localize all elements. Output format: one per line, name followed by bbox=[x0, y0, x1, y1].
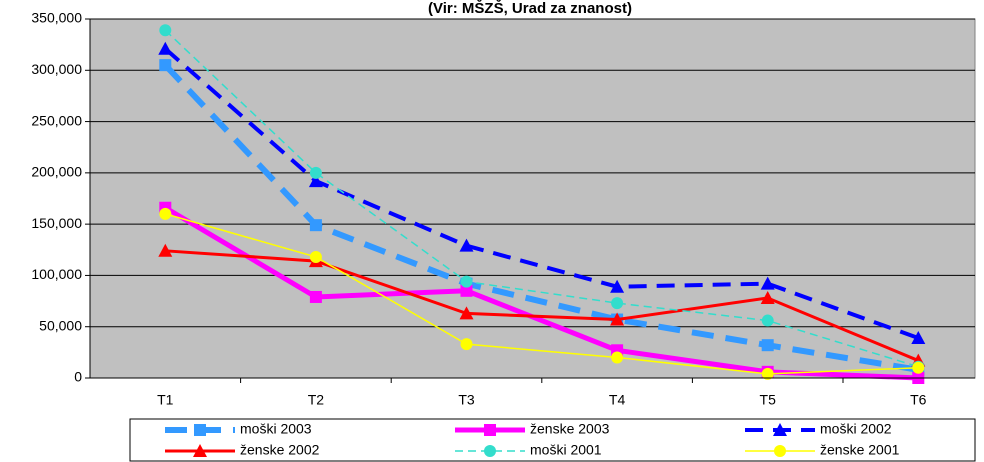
data-point bbox=[459, 306, 474, 320]
legend-label: moški 2001 bbox=[530, 442, 602, 458]
y-tick-label: 250,000 bbox=[31, 112, 82, 128]
data-point bbox=[159, 59, 172, 72]
legend-marker bbox=[773, 423, 787, 436]
x-tick-label: T1 bbox=[157, 392, 174, 408]
data-point bbox=[460, 338, 473, 351]
x-tick-label: T6 bbox=[910, 392, 927, 408]
data-point bbox=[308, 174, 323, 188]
data-point bbox=[460, 284, 473, 297]
legend-label: ženske 2002 bbox=[240, 442, 320, 458]
plot-area bbox=[89, 18, 976, 379]
legend-label: moški 2003 bbox=[240, 421, 312, 437]
data-point bbox=[159, 207, 172, 220]
data-point bbox=[309, 219, 322, 232]
chart-title: (Vir: MŠZŠ, Urad za znanost) bbox=[428, 0, 632, 17]
x-tick-label: T5 bbox=[760, 392, 777, 408]
data-point bbox=[460, 275, 473, 288]
data-point bbox=[158, 243, 173, 257]
series-line bbox=[163, 63, 919, 373]
data-point bbox=[309, 250, 322, 263]
y-tick-label: 300,000 bbox=[31, 61, 82, 77]
data-point bbox=[761, 314, 774, 327]
legend-marker bbox=[194, 424, 206, 436]
y-tick-label: 150,000 bbox=[31, 215, 82, 231]
data-point bbox=[309, 166, 322, 179]
y-tick-label: 350,000 bbox=[31, 10, 82, 26]
data-point bbox=[911, 330, 926, 344]
legend-marker bbox=[484, 445, 496, 457]
series-line bbox=[164, 29, 919, 368]
data-point bbox=[459, 238, 474, 252]
legend-label: moški 2002 bbox=[820, 421, 892, 437]
x-tick-label: T3 bbox=[458, 392, 475, 408]
legend bbox=[129, 418, 976, 462]
data-point bbox=[610, 312, 625, 326]
legend-label: ženske 2003 bbox=[530, 421, 610, 437]
data-point bbox=[610, 279, 625, 293]
y-tick-label: 100,000 bbox=[31, 266, 82, 282]
data-point bbox=[159, 24, 172, 37]
data-point bbox=[912, 361, 925, 374]
data-point bbox=[611, 297, 624, 310]
x-tick-label: T2 bbox=[308, 392, 325, 408]
data-point bbox=[760, 290, 775, 304]
data-point bbox=[761, 339, 774, 352]
series-line bbox=[165, 249, 919, 362]
y-tick-label: 0 bbox=[74, 369, 82, 385]
legend-marker bbox=[193, 444, 207, 457]
data-point bbox=[158, 41, 173, 55]
data-point bbox=[761, 367, 774, 380]
data-point bbox=[611, 351, 624, 364]
legend-label: ženske 2001 bbox=[820, 442, 900, 458]
data-point bbox=[309, 290, 322, 303]
data-point bbox=[760, 276, 775, 290]
legend-marker bbox=[484, 424, 496, 436]
y-tick-label: 50,000 bbox=[39, 317, 82, 333]
series-line bbox=[165, 213, 919, 375]
y-tick-label: 200,000 bbox=[31, 164, 82, 180]
legend-marker bbox=[774, 445, 786, 457]
x-tick-label: T4 bbox=[609, 392, 626, 408]
